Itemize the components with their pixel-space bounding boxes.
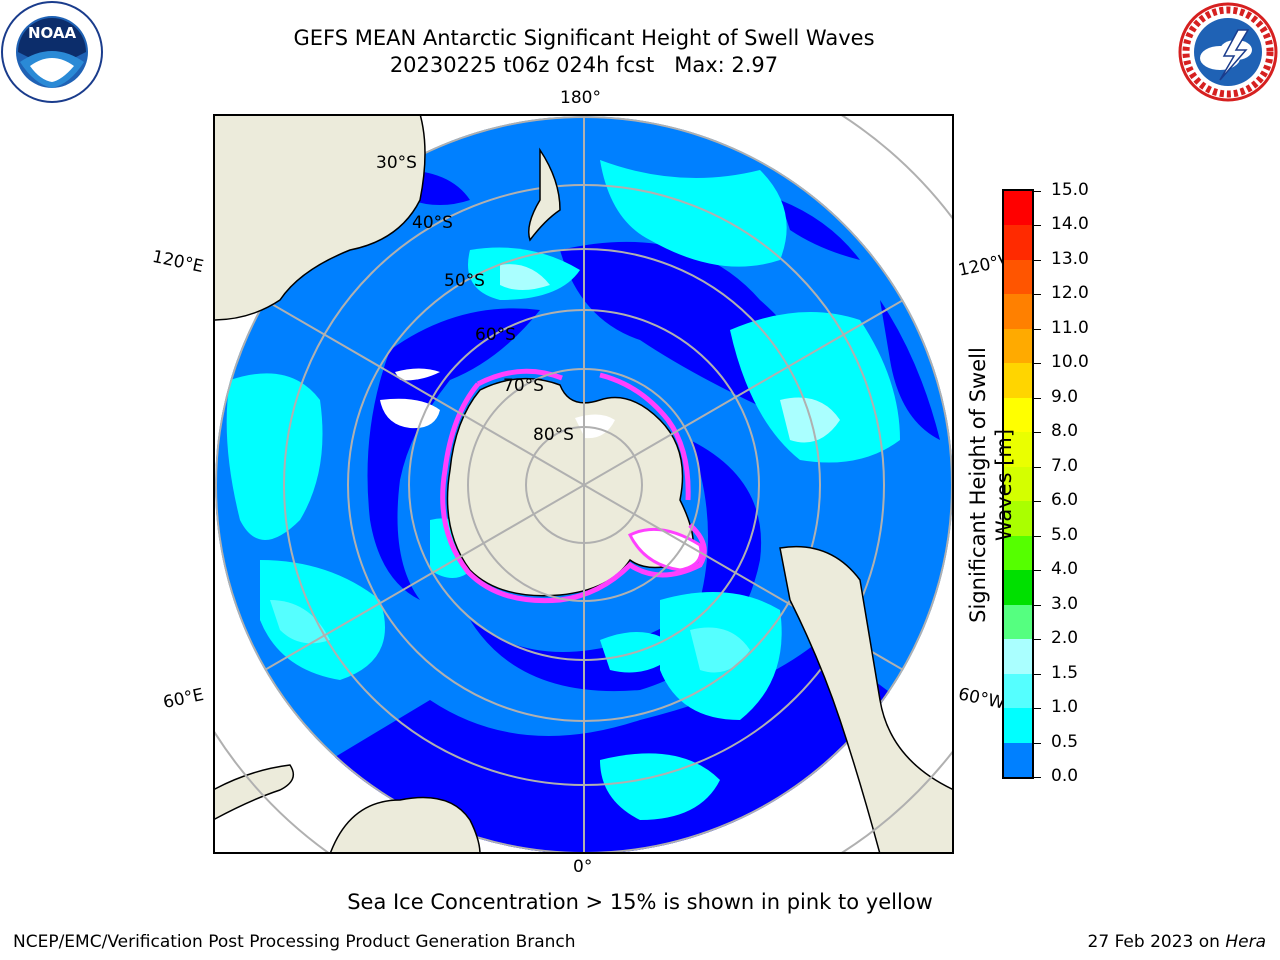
colorbar-tick-label: 13.0 <box>1051 248 1089 269</box>
colorbar-segment <box>1004 397 1032 433</box>
colorbar-tick <box>1034 501 1041 503</box>
colorbar-tick <box>1034 328 1041 330</box>
lat-label-60s: 60°S <box>475 325 516 345</box>
colorbar-tick <box>1034 708 1041 710</box>
colorbar-segment <box>1004 259 1032 295</box>
colorbar-tick-label: 14.0 <box>1051 214 1089 235</box>
lon-label-180: 180° <box>560 88 601 108</box>
credit-date-text: 27 Feb 2023 on <box>1087 932 1226 952</box>
colorbar-tick-label: 15.0 <box>1051 180 1089 200</box>
credit-machine: Hera <box>1225 932 1266 952</box>
new-zealand-land <box>528 147 561 242</box>
colorbar-segment <box>1004 604 1032 640</box>
colorbar-tick-label: 0.5 <box>1051 731 1079 752</box>
colorbar-segment <box>1004 225 1032 261</box>
colorbar-tick <box>1034 432 1041 434</box>
colorbar-tick <box>1034 742 1041 744</box>
colorbar-tick <box>1034 777 1041 778</box>
colorbar-tick <box>1034 535 1041 537</box>
lat-label-80s: 80°S <box>533 425 574 445</box>
sea-ice-note: Sea Ice Concentration > 15% is shown in … <box>347 890 933 914</box>
colorbar-segment <box>1004 363 1032 399</box>
sea-ice-edge <box>440 368 707 604</box>
colorbar-tick <box>1034 570 1041 572</box>
colorbar-tick-label: 4.0 <box>1051 559 1079 580</box>
credit-date: 27 Feb 2023 on Hera <box>1088 932 1266 952</box>
colorbar-segment <box>1004 570 1032 606</box>
lon-label-60w: 60°W <box>956 684 1007 714</box>
lat-label-70s: 70°S <box>503 376 544 396</box>
colorbar-tick-label: 6.0 <box>1051 490 1079 511</box>
colorbar-tick <box>1034 466 1041 468</box>
colorbar-segment <box>1004 673 1032 709</box>
colorbar-segment <box>1004 708 1032 744</box>
madagascar-land <box>215 764 295 820</box>
colorbar-tick-label: 1.5 <box>1051 662 1079 683</box>
noaa-logo: NOAA <box>0 0 104 104</box>
colorbar-segment <box>1004 639 1032 675</box>
lat-label-50s: 50°S <box>444 271 485 291</box>
australia-land <box>215 116 426 321</box>
colorbar-tick-label: 12.0 <box>1051 283 1089 304</box>
swell-patch <box>600 160 787 267</box>
nws-logo <box>1176 0 1280 104</box>
colorbar-segment <box>1004 328 1032 364</box>
colorbar-tick-label: 3.0 <box>1051 593 1079 614</box>
colorbar-tick-label: 5.0 <box>1051 524 1079 545</box>
colorbar-segment <box>1004 742 1032 778</box>
colorbar-segment <box>1004 191 1032 226</box>
colorbar-segment <box>1004 294 1032 330</box>
graticule <box>215 116 952 852</box>
polar-map: 30°S 40°S 50°S 60°S 70°S 80°S <box>213 114 954 854</box>
colorbar-tick <box>1034 397 1041 399</box>
chart-title: GEFS MEAN Antarctic Significant Height o… <box>293 26 875 50</box>
lat-label-40s: 40°S <box>412 213 453 233</box>
colorbar-title-line1: Significant Height of Swell <box>966 347 990 623</box>
colorbar-tick <box>1034 639 1041 641</box>
colorbar-segment <box>1004 432 1032 468</box>
colorbar-tick <box>1034 604 1041 606</box>
africa-land <box>330 796 481 852</box>
south-america-land <box>779 545 952 852</box>
colorbar-tick-label: 1.0 <box>1051 697 1079 718</box>
colorbar-tick <box>1034 673 1041 675</box>
credit-branch: NCEP/EMC/Verification Post Processing Pr… <box>13 932 576 952</box>
colorbar-tick <box>1034 191 1041 192</box>
colorbar-title-line2: Waves [m] <box>992 428 1016 542</box>
colorbar-tick-label: 9.0 <box>1051 386 1079 407</box>
lon-label-0: 0° <box>573 857 593 877</box>
colorbar-tick <box>1034 225 1041 227</box>
lon-label-60e: 60°E <box>161 684 206 714</box>
colorbar <box>1002 189 1034 779</box>
colorbar-tick-label: 11.0 <box>1051 317 1089 338</box>
svg-text:NOAA: NOAA <box>28 24 77 42</box>
colorbar-tick-label: 2.0 <box>1051 628 1079 649</box>
lon-label-120e: 120°E <box>150 246 206 278</box>
lat-label-30s: 30°S <box>376 153 417 173</box>
colorbar-tick-label: 10.0 <box>1051 352 1089 373</box>
chart-subtitle: 20230225 t06z 024h fcst Max: 2.97 <box>389 53 779 77</box>
colorbar-tick <box>1034 259 1041 261</box>
colorbar-tick <box>1034 294 1041 296</box>
colorbar-tick <box>1034 363 1041 365</box>
colorbar-tick-label: 8.0 <box>1051 421 1079 442</box>
colorbar-segment <box>1004 535 1032 571</box>
colorbar-tick-label: 0.0 <box>1051 766 1079 786</box>
colorbar-segment <box>1004 501 1032 537</box>
colorbar-segment <box>1004 466 1032 502</box>
colorbar-tick-label: 7.0 <box>1051 455 1079 476</box>
